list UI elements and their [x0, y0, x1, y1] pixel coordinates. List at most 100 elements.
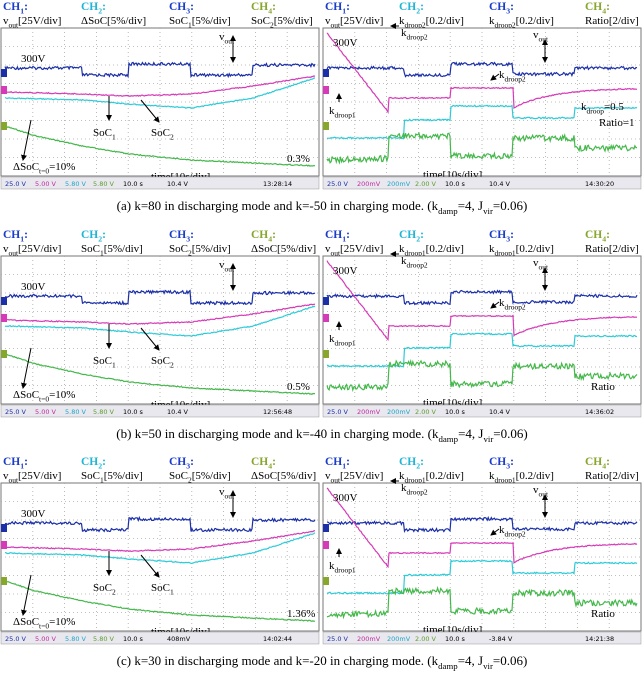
channel-name: CH4: [585, 229, 610, 243]
text-segment: CH [81, 229, 98, 241]
channel-marker [323, 524, 329, 532]
channel-marker [323, 69, 329, 77]
text-segment: CH [325, 456, 342, 468]
text-segment: : [272, 229, 276, 241]
status-text: 200mV [357, 635, 381, 643]
text-segment: : [606, 456, 610, 468]
text-segment: CH [169, 229, 186, 241]
channel-marker [1, 541, 7, 549]
status-text: 5.00 V [35, 180, 57, 188]
text-segment: =0.06) [493, 198, 527, 213]
channel-name: CH4: [251, 1, 276, 15]
annotation: 300V [21, 281, 46, 293]
text-segment: 1 [112, 132, 116, 141]
text-segment: CH [585, 1, 602, 13]
text-segment: 2 [170, 132, 174, 141]
channel-name: CH4: [585, 1, 610, 15]
text-segment: CH [81, 1, 98, 13]
text-segment: damp [438, 661, 458, 671]
text-segment: : [102, 1, 106, 13]
status-text: 5.00 V [35, 408, 57, 416]
channel-scale: kdroop2[0.2/div] [489, 15, 554, 29]
annotation: 300V [333, 265, 358, 277]
status-text: 200mV [357, 408, 381, 416]
channel-scale: SoC2[5%/div] [169, 470, 231, 484]
text-segment: [0.2/div] [516, 15, 554, 27]
text-segment: 300V [333, 37, 358, 49]
text-segment: ΔSoC [13, 616, 39, 628]
channel-name: CH2: [81, 1, 106, 15]
text-segment: CH [399, 229, 416, 241]
channel-scale: kdroop1[0.2/div] [399, 243, 464, 257]
channel-scale: kdroop1[0.2/div] [489, 470, 554, 484]
text-segment: Ratio[2/div] [585, 243, 639, 255]
annotation: 300V [333, 492, 358, 504]
text-segment: CH [489, 229, 506, 241]
text-segment: droop2 [407, 32, 428, 41]
text-segment: 2 [112, 587, 116, 596]
channel-scale: SoC1[5%/div] [81, 470, 143, 484]
channel-marker [323, 350, 329, 358]
status-text: 10.0 s [123, 180, 144, 188]
text-segment: =4, J [458, 426, 483, 441]
text-segment: droop [587, 106, 605, 115]
text-segment: [5%/div] [104, 243, 143, 255]
text-segment: : [272, 1, 276, 13]
status-text: 5.80 V [65, 180, 87, 188]
text-segment: CH [251, 1, 268, 13]
scope-screen [1, 483, 319, 631]
text-segment: t=0 [39, 394, 49, 403]
text-segment: CH [399, 1, 416, 13]
text-segment: [5%/div] [192, 243, 231, 255]
text-segment: droop2 [505, 74, 526, 83]
text-segment: SoC [151, 582, 170, 594]
text-segment: : [190, 229, 194, 241]
text-segment: ΔSoC[5%/div] [251, 470, 316, 482]
text-segment: : [606, 229, 610, 241]
status-text: -3.84 V [489, 635, 513, 643]
channel-name: CH3: [489, 229, 514, 243]
text-segment: 2 [170, 360, 174, 369]
text-segment: SoC [93, 127, 112, 139]
status-text: 200mV [387, 635, 411, 643]
channel-name: CH4: [251, 456, 276, 470]
text-segment: : [346, 456, 350, 468]
channel-scale: vout[25V/div] [3, 15, 61, 29]
text-segment: 300V [21, 508, 46, 520]
channel-scale: SoC1[5%/div] [169, 15, 231, 29]
channel-marker [1, 86, 7, 94]
text-segment: SoC [81, 243, 100, 255]
channel-scale: ΔSoC[5%/div] [81, 15, 146, 27]
channel-marker [1, 350, 7, 358]
status-text: 25.0 V [5, 408, 27, 416]
status-text: 10.4 V [489, 408, 511, 416]
status-text: 2.00 V [415, 180, 437, 188]
annotation: Ratio [591, 381, 615, 393]
channel-name: CH1: [325, 229, 350, 243]
text-segment: ΔSoC [13, 389, 39, 401]
channel-name: CH2: [81, 456, 106, 470]
text-segment: SoC [169, 243, 188, 255]
text-segment: : [24, 456, 28, 468]
channel-name: CH3: [169, 1, 194, 15]
status-text: 2.00 V [415, 635, 437, 643]
channel-scale: vout[25V/div] [325, 243, 383, 257]
text-segment: vir [483, 206, 493, 216]
text-segment: vir [483, 661, 493, 671]
text-segment: t=0 [39, 166, 49, 175]
text-segment: (b) k=50 in discharging mode and k=-40 i… [116, 426, 439, 441]
status-text: 14:02:44 [263, 635, 292, 643]
status-text: 25.0 V [5, 180, 27, 188]
channel-name: CH4: [251, 229, 276, 243]
text-segment: =0.5 [604, 101, 624, 113]
text-segment: [0.2/div] [516, 243, 554, 255]
channel-name: CH3: [169, 456, 194, 470]
text-segment: 300V [21, 281, 46, 293]
status-text: 5.80 V [93, 408, 115, 416]
text-segment: CH [3, 456, 20, 468]
text-segment: CH [169, 1, 186, 13]
text-segment: : [102, 456, 106, 468]
text-segment: SoC [169, 470, 188, 482]
channel-marker [1, 69, 7, 77]
channel-name: CH1: [325, 1, 350, 15]
